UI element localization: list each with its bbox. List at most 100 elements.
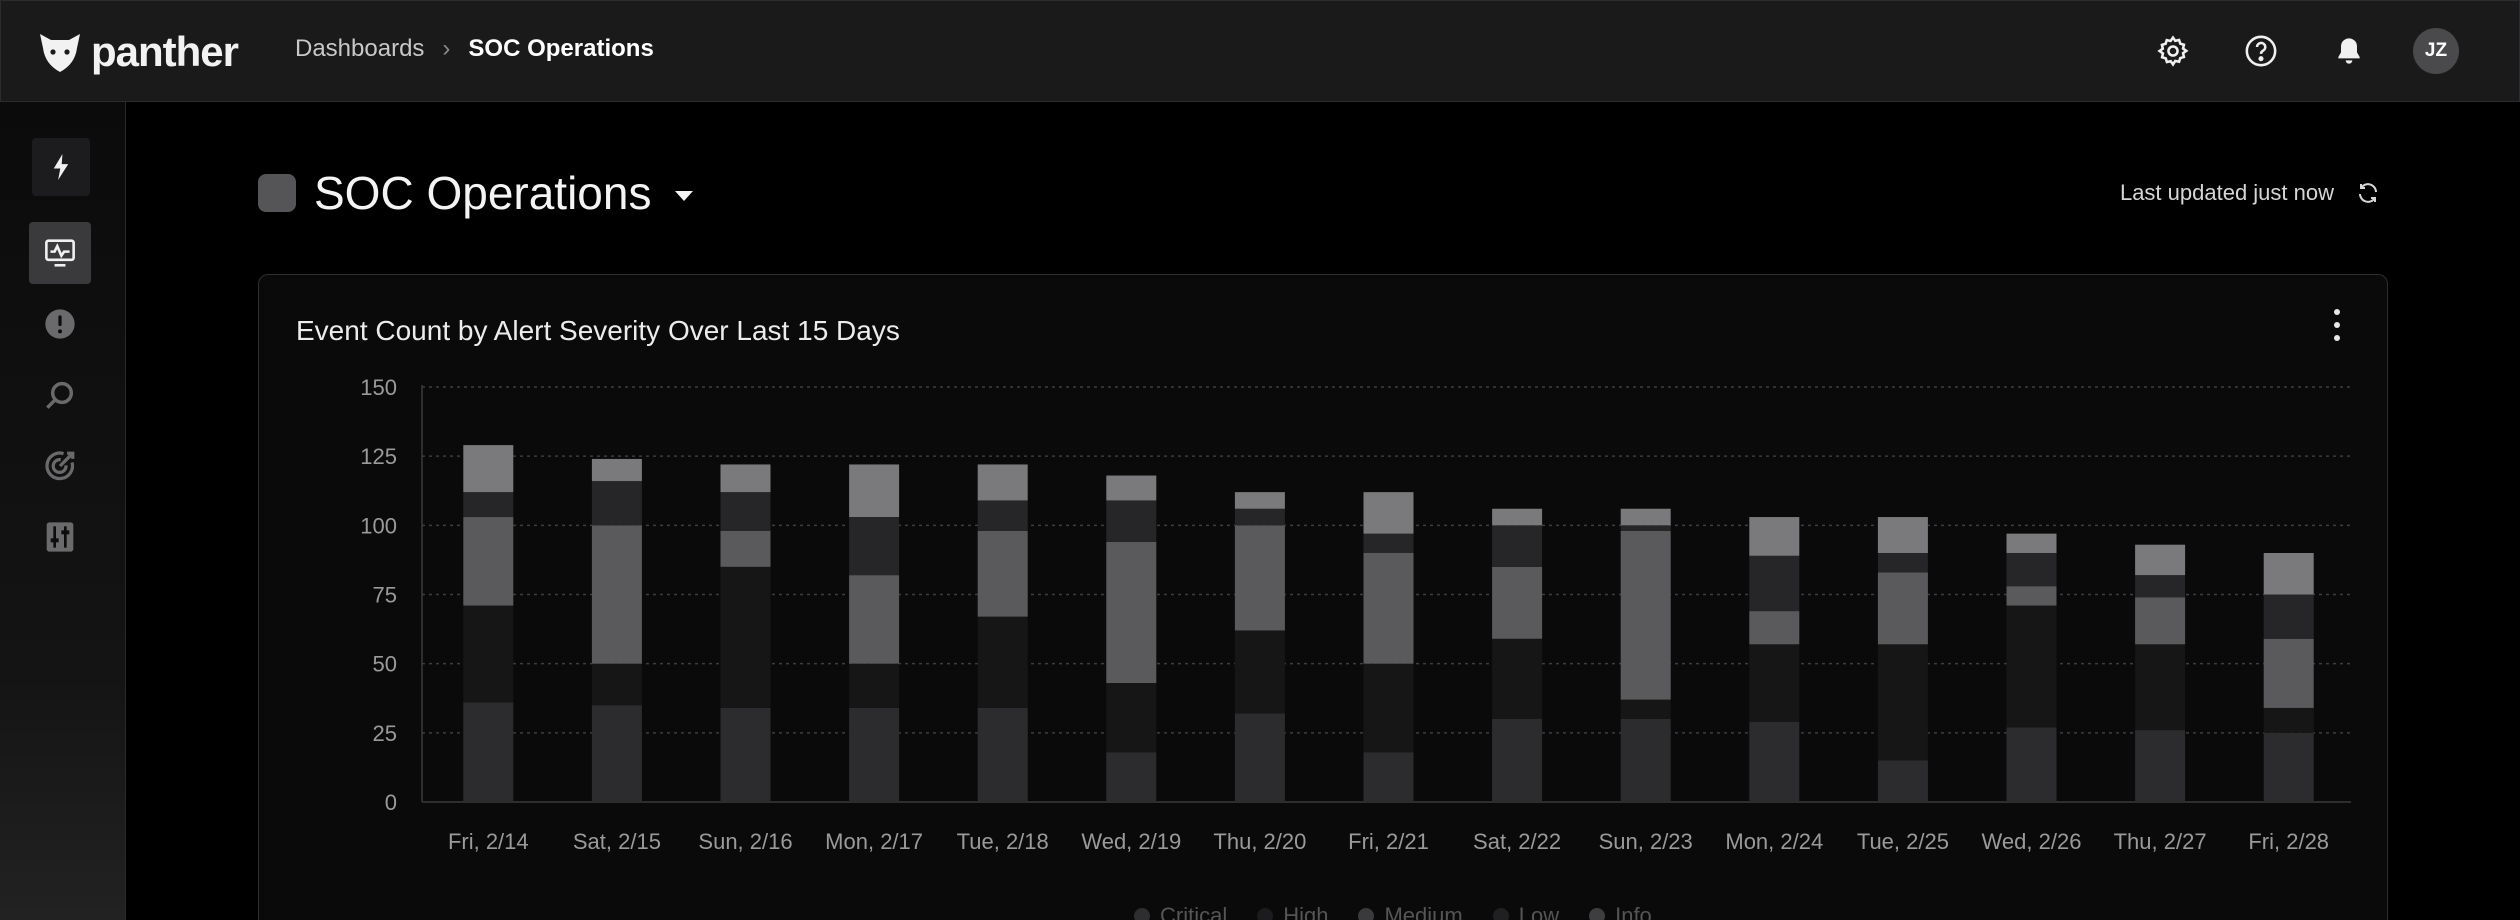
bar-segment-medium <box>720 530 771 567</box>
bar-segment-info <box>463 445 514 493</box>
top-bar: panther Dashboards › SOC Operations <box>0 0 2520 102</box>
bolt-icon <box>53 154 69 180</box>
bar-segment-medium <box>463 517 514 606</box>
bar-segment-high <box>1749 644 1800 722</box>
x-tick-label: Tue, 2/25 <box>1857 829 1949 854</box>
bar-segment-low <box>1234 508 1285 526</box>
legend-swatch <box>1358 908 1375 920</box>
y-tick-label: 100 <box>360 513 397 538</box>
bar-segment-medium <box>1492 566 1543 639</box>
bar-segment-low <box>1492 525 1543 567</box>
bar-segment-medium <box>849 575 900 664</box>
help-icon <box>2245 35 2277 67</box>
breadcrumb-dashboards-link[interactable]: Dashboards <box>295 35 425 62</box>
detections-icon <box>45 451 75 481</box>
x-tick-label: Thu, 2/27 <box>2114 829 2207 854</box>
bar-segment-critical <box>1492 719 1543 802</box>
sidebar-item-configure[interactable] <box>29 506 91 568</box>
panther-logo[interactable]: panther <box>37 28 239 76</box>
y-tick-label: 0 <box>385 790 397 815</box>
bar-segment-info <box>1234 492 1285 509</box>
chart-legend: Critical High Medium Low Info <box>1134 903 1652 920</box>
x-tick-label: Thu, 2/20 <box>1213 829 1306 854</box>
legend-swatch <box>1589 908 1606 920</box>
bar-segment-medium <box>1363 553 1414 664</box>
bar-segment-critical <box>1877 760 1928 802</box>
alert-icon <box>45 309 75 339</box>
bar-segment-critical <box>720 707 771 802</box>
x-tick-label: Fri, 2/28 <box>2248 829 2329 854</box>
x-tick-label: Sun, 2/23 <box>1599 829 1693 854</box>
bar-segment-critical <box>463 702 514 802</box>
bar-segment-high <box>2006 605 2057 728</box>
legend-item-high[interactable]: High <box>1257 903 1328 920</box>
bar-segment-low <box>2006 553 2057 587</box>
bar-segment-high <box>1363 663 1414 753</box>
bar-segment-info <box>1620 508 1671 526</box>
bar-segment-low <box>720 492 771 531</box>
notifications-button[interactable] <box>2325 27 2373 75</box>
settings-button[interactable] <box>2149 27 2197 75</box>
bar-segment-critical <box>849 707 900 802</box>
bar-segment-medium <box>1234 525 1285 631</box>
bar-segment-high <box>849 663 900 708</box>
legend-item-low[interactable]: Low <box>1492 903 1559 920</box>
bar-segment-critical <box>1106 752 1157 802</box>
gear-icon <box>2157 35 2189 67</box>
bar-segment-medium <box>1749 611 1800 645</box>
bar-segment-medium <box>2135 597 2186 645</box>
last-updated-status: Last updated just now <box>2120 180 2380 206</box>
card-menu-kebab-icon[interactable] <box>2327 307 2347 343</box>
bar-segment-critical <box>1620 719 1671 802</box>
bar-segment-low <box>1106 500 1157 542</box>
sidebar-item-quick-actions[interactable] <box>32 138 90 196</box>
refresh-button[interactable] <box>2356 181 2380 205</box>
legend-item-critical[interactable]: Critical <box>1134 903 1227 920</box>
help-button[interactable] <box>2237 27 2285 75</box>
bar-segment-low <box>1877 553 1928 573</box>
bar-segment-high <box>2263 707 2314 733</box>
bar-segment-info <box>2263 553 2314 595</box>
bar-segment-critical <box>977 707 1028 802</box>
bar-segment-medium <box>591 525 642 664</box>
dashboard-color-swatch <box>258 174 296 212</box>
bar-segment-high <box>1234 630 1285 714</box>
sidebar-item-dashboards[interactable] <box>29 222 91 284</box>
chart-title: Event Count by Alert Severity Over Last … <box>296 315 900 346</box>
bar-segment-critical <box>2006 727 2057 802</box>
bar-segment-high <box>463 605 514 703</box>
x-tick-label: Fri, 2/21 <box>1348 829 1429 854</box>
bar-segment-critical <box>2135 730 2186 802</box>
sidebar-item-alerts[interactable] <box>29 293 91 355</box>
bar-segment-low <box>1749 555 1800 612</box>
legend-label: Medium <box>1384 903 1463 920</box>
legend-label: High <box>1283 903 1329 920</box>
top-actions: JZ <box>2149 27 2459 75</box>
bar-segment-info <box>1492 508 1543 526</box>
dashboard-icon <box>45 239 75 267</box>
user-avatar[interactable]: JZ <box>2413 28 2459 74</box>
bar-segment-info <box>1749 517 1800 556</box>
bar-segment-critical <box>2263 732 2314 802</box>
sidebar-item-search[interactable] <box>29 364 91 426</box>
bar-segment-high <box>1620 699 1671 719</box>
legend-item-medium[interactable]: Medium <box>1358 903 1463 920</box>
settings-sliders-icon <box>46 522 74 552</box>
bar-segment-low <box>849 517 900 576</box>
sidebar-item-detections[interactable] <box>29 435 91 497</box>
legend-swatch <box>1492 908 1509 920</box>
dashboard-switcher-chevron-down-icon[interactable] <box>675 191 694 201</box>
x-tick-label: Tue, 2/18 <box>957 829 1049 854</box>
bar-segment-high <box>1877 644 1928 761</box>
bar-segment-high <box>2135 644 2186 731</box>
bar-segment-info <box>1363 492 1414 534</box>
chart-card: Event Count by Alert Severity Over Last … <box>258 274 2388 920</box>
y-tick-label: 125 <box>360 444 397 469</box>
last-updated-text: Last updated just now <box>2119 180 2334 205</box>
x-tick-label: Wed, 2/26 <box>1982 829 2082 854</box>
bar-segment-low <box>1363 533 1414 553</box>
bar-segment-info <box>1877 517 1928 553</box>
bar-segment-info <box>849 464 900 518</box>
bar-segment-medium <box>2263 638 2314 708</box>
legend-item-info[interactable]: Info <box>1589 903 1652 920</box>
